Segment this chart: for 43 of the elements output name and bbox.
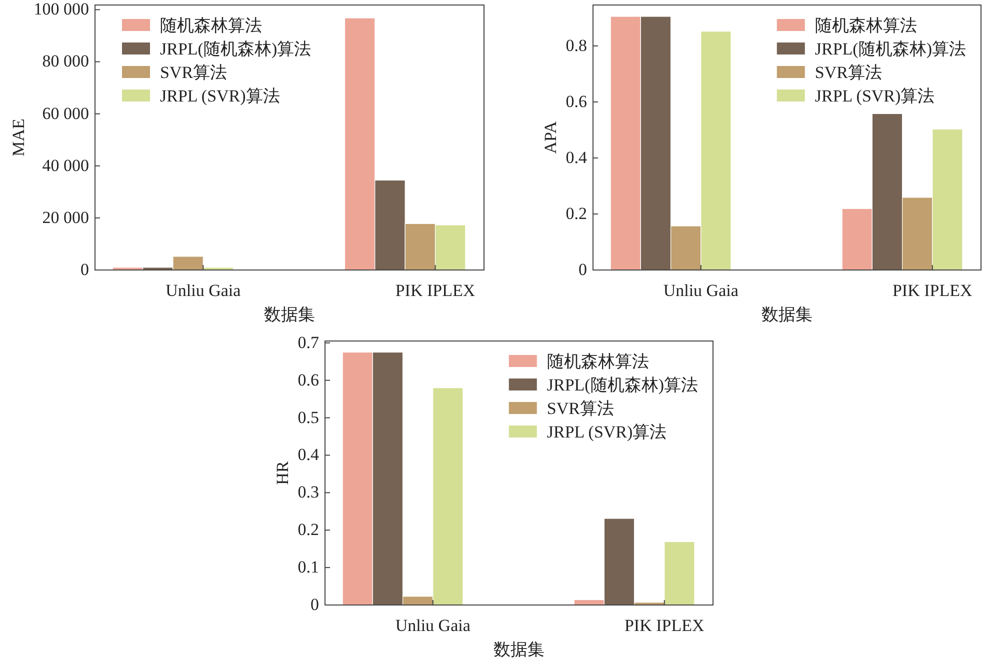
y-tick-label: 20 000: [42, 208, 89, 227]
x-tick-label: PIK IPLEX: [892, 281, 972, 300]
x-tick-label: PIK IPLEX: [624, 616, 704, 635]
x-axis-title: 数据集: [762, 305, 812, 324]
legend-label: 随机森林算法: [814, 16, 917, 35]
y-tick-label: 0.6: [566, 92, 587, 111]
y-tick-label: 0: [578, 260, 587, 279]
y-axis-title: APA: [540, 120, 560, 154]
legend-label: JRPL (SVR)算法: [814, 86, 935, 106]
y-tick-label: 40 000: [42, 156, 89, 175]
y-tick-label: 0.8: [566, 36, 587, 55]
y-tick-label: 0.5: [298, 408, 319, 427]
x-axis-title: 数据集: [264, 305, 315, 324]
y-axis-title: MAE: [8, 118, 28, 156]
y-tick-label: 0.2: [298, 520, 319, 540]
y-axis-title: HR: [272, 460, 292, 485]
legend-label: JRPL(随机森林)算法: [160, 40, 312, 58]
y-tick-label: 0: [80, 260, 89, 279]
y-tick-label: 0.4: [566, 148, 588, 167]
y-tick-label: 60 000: [42, 104, 89, 123]
y-tick-label: 0.3: [298, 482, 319, 502]
legend-label: SVR算法: [160, 63, 228, 82]
legend-label: JRPL (SVR)算法: [546, 422, 667, 442]
y-tick-label: 0.2: [566, 204, 587, 223]
y-tick-label: 0.7: [298, 332, 320, 352]
legend-label: JRPL (SVR)算法: [160, 86, 280, 106]
legend-label: 随机森林算法: [160, 16, 262, 35]
legend-label: SVR算法: [546, 399, 614, 418]
y-tick-label: 0.1: [298, 558, 319, 577]
x-tick-label: Unliu Gaia: [663, 281, 739, 300]
x-tick-label: Unliu Gaia: [395, 616, 471, 635]
legend-label: JRPL(随机森林)算法: [546, 376, 698, 394]
legend-label: 随机森林算法: [546, 352, 649, 371]
y-tick-label: 0: [310, 595, 319, 614]
y-tick-label: 80 000: [42, 52, 89, 71]
x-axis-title: 数据集: [494, 640, 544, 659]
y-tick-label: 0.4: [298, 445, 320, 464]
y-tick-label: 100 000: [34, 0, 89, 19]
x-tick-label: PIK IPLEX: [395, 281, 476, 300]
y-tick-label: 0.6: [298, 370, 319, 390]
x-tick-label: Unliu Gaia: [166, 281, 242, 300]
legend-label: SVR算法: [814, 63, 882, 82]
legend-label: JRPL(随机森林)算法: [814, 40, 966, 58]
